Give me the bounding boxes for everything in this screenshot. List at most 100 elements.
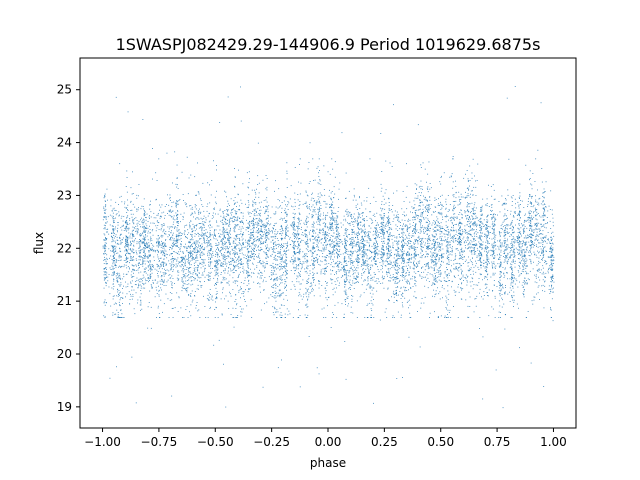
data-point: [347, 229, 349, 230]
data-point: [414, 239, 416, 240]
data-point: [133, 219, 135, 221]
data-point: [322, 247, 324, 249]
data-point: [223, 235, 225, 237]
data-point: [396, 262, 398, 264]
data-point: [537, 224, 538, 226]
data-point: [333, 266, 335, 268]
data-point: [486, 256, 488, 258]
data-point: [277, 244, 279, 245]
data-point: [175, 234, 177, 236]
data-point: [453, 208, 455, 210]
data-point: [454, 276, 455, 277]
data-point: [383, 254, 385, 256]
data-point: [397, 272, 399, 273]
data-point: [331, 230, 332, 231]
data-point: [485, 235, 487, 237]
data-point: [414, 204, 416, 206]
data-point: [183, 317, 185, 318]
data-point: [316, 228, 318, 230]
data-point: [359, 208, 361, 209]
data-point: [481, 214, 483, 216]
data-point: [551, 298, 553, 300]
data-point: [418, 237, 420, 239]
data-point: [247, 241, 249, 243]
data-point: [281, 359, 282, 361]
data-point: [326, 266, 328, 267]
data-point: [229, 243, 231, 245]
data-point: [435, 252, 437, 254]
data-point: [453, 241, 455, 243]
data-point: [499, 292, 501, 294]
data-point: [428, 208, 429, 210]
data-point: [378, 278, 379, 280]
data-point: [133, 244, 134, 246]
data-point: [401, 276, 403, 278]
data-point: [286, 308, 288, 310]
data-point: [149, 255, 151, 257]
data-point: [336, 231, 338, 232]
data-point: [388, 272, 390, 273]
data-point: [430, 255, 431, 257]
data-point: [517, 237, 518, 239]
data-point: [549, 248, 551, 250]
data-point: [170, 237, 172, 238]
data-point: [335, 227, 337, 229]
data-point: [313, 265, 315, 267]
data-point: [421, 249, 423, 251]
data-point: [156, 245, 158, 247]
data-point: [225, 230, 227, 232]
data-point: [374, 274, 376, 275]
data-point: [117, 314, 119, 316]
data-point: [273, 284, 275, 285]
data-point: [345, 198, 346, 199]
data-point: [337, 264, 339, 266]
data-point: [313, 230, 315, 232]
data-point: [153, 260, 155, 261]
data-point: [388, 246, 390, 248]
data-point: [176, 184, 178, 186]
data-point: [367, 303, 369, 305]
data-point: [447, 238, 448, 240]
data-point: [437, 241, 439, 243]
data-point: [406, 230, 408, 232]
data-point: [357, 249, 359, 251]
data-point: [240, 263, 242, 265]
data-point: [323, 165, 325, 167]
data-point: [266, 237, 268, 238]
data-point: [126, 237, 128, 239]
data-point: [143, 283, 145, 285]
data-point: [281, 226, 283, 228]
data-point: [427, 173, 429, 175]
data-point: [183, 216, 184, 218]
data-point: [176, 219, 178, 220]
data-point: [238, 242, 240, 243]
data-point: [383, 252, 385, 253]
data-point: [427, 262, 429, 263]
data-point: [442, 204, 443, 206]
data-point: [384, 215, 385, 217]
data-point: [370, 266, 371, 268]
data-point: [395, 287, 397, 288]
data-point: [460, 222, 462, 223]
data-point: [283, 243, 285, 245]
data-point: [479, 255, 481, 256]
data-point: [185, 288, 186, 290]
data-point: [414, 283, 416, 285]
data-point: [367, 278, 369, 280]
data-point: [277, 286, 279, 287]
data-point: [157, 254, 158, 256]
data-point: [235, 317, 237, 318]
data-point: [150, 264, 152, 266]
data-point: [153, 222, 155, 224]
data-point: [413, 267, 415, 269]
data-point: [311, 291, 313, 292]
data-point: [446, 214, 447, 216]
data-point: [400, 257, 402, 259]
data-point: [490, 186, 492, 187]
data-point: [519, 250, 521, 252]
data-point: [311, 255, 313, 257]
data-point: [511, 241, 513, 243]
data-point: [222, 247, 224, 249]
data-point: [230, 230, 231, 232]
data-point: [226, 247, 228, 249]
